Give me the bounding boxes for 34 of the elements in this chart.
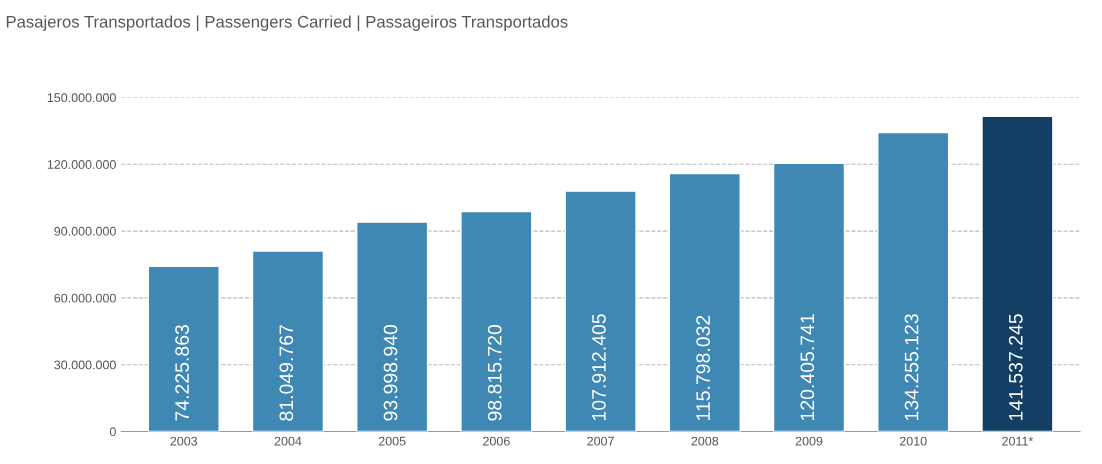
x-tick-label: 2006 <box>483 436 510 446</box>
y-tick-label: 0 <box>109 427 116 437</box>
y-tick-label: 30.000.000 <box>54 360 116 370</box>
data-label: 141.537.245 <box>1008 314 1023 421</box>
x-tick-label: 2004 <box>274 436 302 446</box>
y-tick-label: 150.000.000 <box>47 93 116 103</box>
x-tick-label: 2005 <box>378 436 406 446</box>
x-tick-label: 2007 <box>587 436 614 446</box>
bar <box>668 172 741 432</box>
data-label: 93.998.940 <box>383 324 398 421</box>
x-tick-label: 2010 <box>899 436 927 446</box>
data-label: 120.405.741 <box>800 314 815 421</box>
data-label: 81.049.767 <box>279 325 294 421</box>
y-tick-label: 90.000.000 <box>54 226 116 236</box>
chart-title: Pasajeros Transportados | Passengers Carried | Passageiros Transportados <box>6 15 568 31</box>
bar <box>147 265 220 432</box>
data-label: 134.255.123 <box>904 314 919 421</box>
y-tick-label: 120.000.000 <box>47 160 116 169</box>
x-tick-label: 2003 <box>170 436 198 446</box>
x-tick-label: 2009 <box>795 436 823 446</box>
bar <box>460 210 533 432</box>
x-tick-label: 2008 <box>691 436 719 446</box>
y-tick-label: 60.000.000 <box>54 293 116 303</box>
data-label: 74.225.863 <box>175 325 189 421</box>
bar <box>877 131 950 432</box>
bar <box>564 190 637 432</box>
bar <box>356 221 429 432</box>
bar <box>772 162 846 432</box>
bar <box>251 250 325 432</box>
data-label: 115.798.032 <box>696 315 711 421</box>
bar <box>981 115 1054 432</box>
data-label: 107.912.405 <box>592 314 606 421</box>
data-label: 98.815.720 <box>487 324 502 421</box>
x-tick-label: 2011* <box>1002 436 1034 446</box>
